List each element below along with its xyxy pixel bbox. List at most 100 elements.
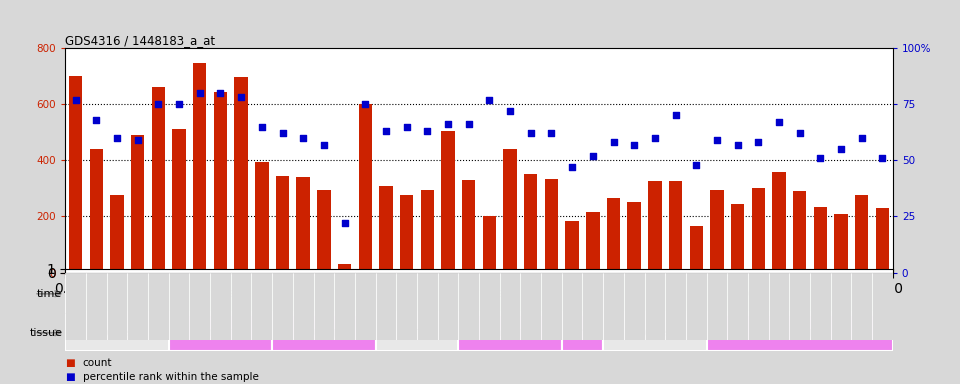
Bar [544, 179, 558, 273]
Bar [648, 181, 661, 273]
Text: count: count [83, 358, 112, 368]
Bar [689, 226, 703, 273]
Bar [396, 273, 417, 340]
Bar [65, 315, 169, 351]
Point [316, 142, 331, 148]
Bar [462, 180, 475, 273]
Bar [438, 273, 458, 340]
Bar [587, 212, 600, 273]
Point [627, 142, 642, 148]
Text: heart: heart [204, 326, 236, 339]
Point [482, 97, 497, 103]
Bar [669, 181, 683, 273]
Bar [375, 273, 396, 340]
Text: heart: heart [494, 326, 526, 339]
Text: 1 week: 1 week [200, 287, 242, 300]
Point [441, 121, 456, 127]
Point [337, 220, 352, 226]
Bar [772, 172, 785, 273]
Bar [814, 207, 828, 273]
Bar [793, 191, 806, 273]
Bar [276, 176, 289, 273]
Bar [234, 78, 248, 273]
Bar [297, 177, 310, 273]
Point [68, 97, 84, 103]
Point [813, 155, 828, 161]
Bar [128, 273, 148, 340]
Bar [458, 273, 479, 340]
Bar [748, 273, 769, 340]
Bar [131, 135, 144, 273]
Bar [628, 202, 641, 273]
Bar [583, 273, 603, 340]
Bar [189, 273, 210, 340]
Point [709, 137, 725, 143]
Bar [710, 190, 724, 273]
Bar [872, 273, 893, 340]
Bar [458, 315, 562, 351]
Point [275, 130, 290, 136]
Bar [334, 273, 355, 340]
Point [606, 139, 621, 146]
Bar [230, 273, 252, 340]
Point [854, 135, 870, 141]
Bar [603, 273, 624, 340]
Bar [252, 273, 273, 340]
Bar [317, 190, 330, 273]
Bar [789, 273, 810, 340]
Text: ■: ■ [65, 372, 75, 382]
Point [792, 130, 807, 136]
Text: 4 week: 4 week [468, 287, 511, 300]
Bar [107, 273, 128, 340]
Text: lung: lung [787, 326, 813, 339]
Point [502, 108, 517, 114]
Bar [355, 273, 375, 340]
Bar [752, 189, 765, 273]
Point [647, 135, 662, 141]
Text: GDS4316 / 1448183_a_at: GDS4316 / 1448183_a_at [65, 34, 215, 47]
Bar [479, 273, 500, 340]
Point [296, 135, 311, 141]
Bar [562, 273, 583, 340]
Text: lung: lung [569, 326, 595, 339]
Bar [728, 273, 748, 340]
Bar [375, 275, 603, 312]
Bar [293, 273, 314, 340]
Bar [707, 273, 728, 340]
Bar [500, 273, 520, 340]
Text: kidney: kidney [97, 326, 136, 339]
Text: lung: lung [311, 326, 337, 339]
Bar [769, 273, 789, 340]
Point [543, 130, 559, 136]
Bar [273, 315, 375, 351]
Bar [607, 198, 620, 273]
Bar [541, 273, 562, 340]
Point [254, 124, 270, 130]
Point [461, 121, 476, 127]
Bar [169, 315, 273, 351]
Point [213, 90, 228, 96]
Bar [603, 315, 707, 351]
Bar [731, 204, 744, 273]
Bar [173, 129, 186, 273]
Bar [852, 273, 872, 340]
Text: tissue: tissue [30, 328, 62, 338]
Point [192, 90, 207, 96]
Bar [855, 195, 869, 273]
Point [378, 128, 394, 134]
Point [88, 117, 104, 123]
Point [109, 135, 125, 141]
Bar [830, 273, 852, 340]
Bar [375, 315, 458, 351]
Point [730, 142, 745, 148]
Text: time: time [37, 289, 62, 299]
Bar [565, 221, 579, 273]
Point [875, 155, 890, 161]
Text: percentile rank within the sample: percentile rank within the sample [83, 372, 258, 382]
Point [172, 101, 187, 107]
Bar [314, 273, 334, 340]
Bar [86, 273, 107, 340]
Point [688, 162, 704, 168]
Point [771, 119, 786, 125]
Point [833, 146, 849, 152]
